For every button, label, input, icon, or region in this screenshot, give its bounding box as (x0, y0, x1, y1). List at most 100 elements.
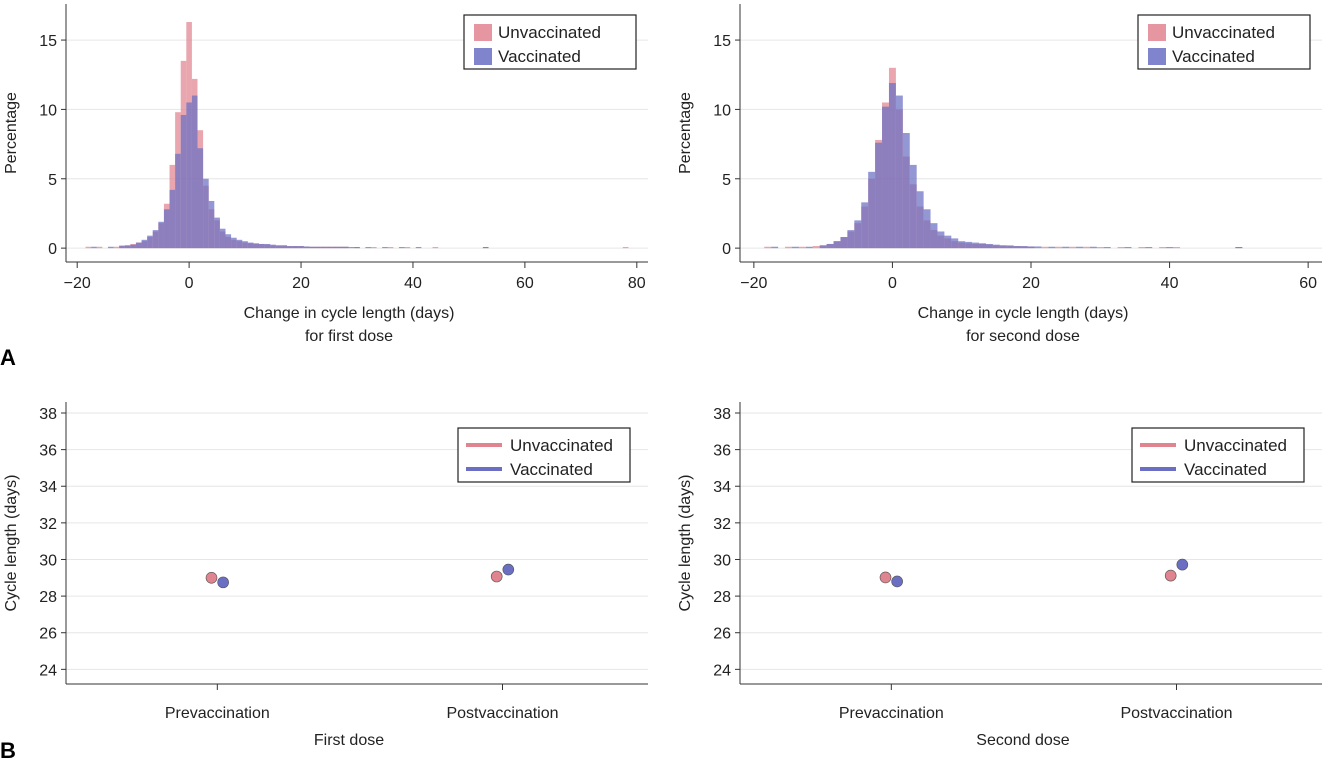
legend-label-unvaccinated: Unvaccinated (1184, 436, 1287, 455)
legend-label-vaccinated: Vaccinated (1184, 460, 1267, 479)
histogram-bar (798, 246, 806, 249)
histogram-bar (902, 133, 910, 249)
histogram-bar (1235, 247, 1243, 249)
histogram-bar (404, 247, 411, 249)
y-tick-label: 5 (722, 172, 731, 189)
histogram-bar (764, 246, 772, 249)
histogram-bar (253, 243, 260, 249)
histogram-bar (191, 95, 198, 249)
data-point (502, 563, 515, 576)
histogram-bar (326, 246, 332, 249)
series-vaccinated (217, 563, 515, 589)
histogram-bar (113, 246, 120, 249)
y-tick-label: 10 (39, 102, 57, 119)
y-tick-label: 28 (713, 589, 731, 606)
histogram-bar (264, 243, 271, 249)
x-tick-label: 80 (628, 275, 646, 292)
legend-label-vaccinated: Vaccinated (498, 47, 581, 66)
y-tick-label: 36 (39, 443, 57, 460)
legend: Unvaccinated Vaccinated (1131, 427, 1305, 483)
histogram-bar (958, 241, 966, 249)
histogram-bar (175, 153, 181, 249)
x-tick-label: 20 (292, 275, 310, 292)
x-axis-title-line: First dose (314, 732, 384, 749)
chart-2: 0 5 10 15 Percentage −20 0 20 40 60 Change in cycl… (677, 4, 1322, 345)
series-unvaccinated (764, 67, 1243, 249)
y-tick-label: 24 (713, 662, 731, 679)
y-tick-label: 38 (713, 406, 731, 423)
legend-swatch-vaccinated (474, 48, 492, 65)
y-tick-label: 15 (713, 33, 731, 50)
histogram-bar (370, 247, 377, 249)
series-vaccinated (91, 95, 489, 249)
x-axis-title-line: Change in cycle length (days) (918, 305, 1129, 322)
y-tick-label: 36 (713, 443, 731, 460)
histogram-bar (771, 246, 779, 249)
data-point (879, 571, 892, 584)
data-point (205, 571, 218, 584)
histogram-bar (882, 106, 889, 249)
legend: Unvaccinated Vaccinated (457, 427, 631, 483)
histogram-bar (85, 246, 92, 249)
histogram-bar (208, 200, 215, 249)
x-tick-label: −20 (740, 275, 767, 292)
histogram-bar (888, 83, 896, 249)
histogram-bar (415, 247, 422, 249)
histogram-bar (147, 235, 153, 249)
histogram-bar (197, 148, 204, 249)
histogram-bar (225, 234, 232, 249)
histogram-bar (979, 243, 986, 249)
histogram-bar (909, 164, 917, 249)
legend-swatch-vaccinated (1148, 48, 1166, 65)
chart-4: 24 26 28 30 32 34 36 38 Cycle length (days) Preva… (677, 402, 1322, 749)
y-axis-title: Cycle length (days) (677, 475, 694, 612)
histogram-bar (303, 246, 310, 249)
histogram-bar (275, 245, 282, 249)
y-tick-label: 10 (713, 102, 731, 119)
histogram-bar (847, 230, 855, 249)
histogram-bar (992, 244, 1000, 249)
y-tick-label: 38 (39, 406, 57, 423)
histogram-bar (135, 242, 142, 249)
y-tick-label: 0 (48, 241, 57, 258)
histogram-bar (930, 223, 938, 249)
histogram-bar (152, 230, 159, 249)
legend: Unvaccinated Vaccinated (1137, 14, 1311, 70)
histogram-bar (805, 246, 813, 249)
histogram-bar (1159, 247, 1167, 249)
histogram-bar (382, 247, 388, 249)
y-tick-label: 0 (722, 241, 731, 258)
histogram-bar (259, 243, 265, 249)
histogram-bar (985, 243, 993, 249)
legend-label-unvaccinated: Unvaccinated (1172, 23, 1275, 42)
series-unvaccinated (879, 569, 1177, 584)
data-point (217, 576, 229, 589)
histogram-bar (1089, 246, 1097, 249)
histogram-bar (1138, 247, 1146, 249)
x-axis-title-line: for second dose (966, 328, 1080, 345)
histogram-bar (96, 246, 103, 249)
y-axis-title: Percentage (677, 92, 694, 174)
y-tick-label: 15 (39, 33, 57, 50)
series-unvaccinated (205, 570, 503, 584)
histogram-bar (309, 246, 316, 249)
x-tick-label: 0 (185, 275, 194, 292)
x-category-label: Prevaccination (839, 705, 944, 722)
data-point (1164, 569, 1177, 582)
x-tick-label: 40 (1161, 275, 1179, 292)
y-tick-label: 26 (713, 626, 731, 643)
histogram-bar (298, 246, 304, 249)
histogram-bar (107, 246, 114, 249)
series-vaccinated (771, 83, 1243, 249)
histogram-bar (387, 247, 394, 249)
histogram-bar (292, 246, 299, 249)
histogram-bar (1013, 246, 1021, 249)
histogram-bar (951, 238, 959, 249)
histogram-bar (1117, 247, 1125, 249)
histogram-bar (1103, 247, 1111, 249)
histogram-bar (1048, 246, 1056, 249)
histogram-bar (965, 241, 973, 249)
histogram-bar (791, 246, 799, 249)
histogram-bar (861, 202, 869, 249)
